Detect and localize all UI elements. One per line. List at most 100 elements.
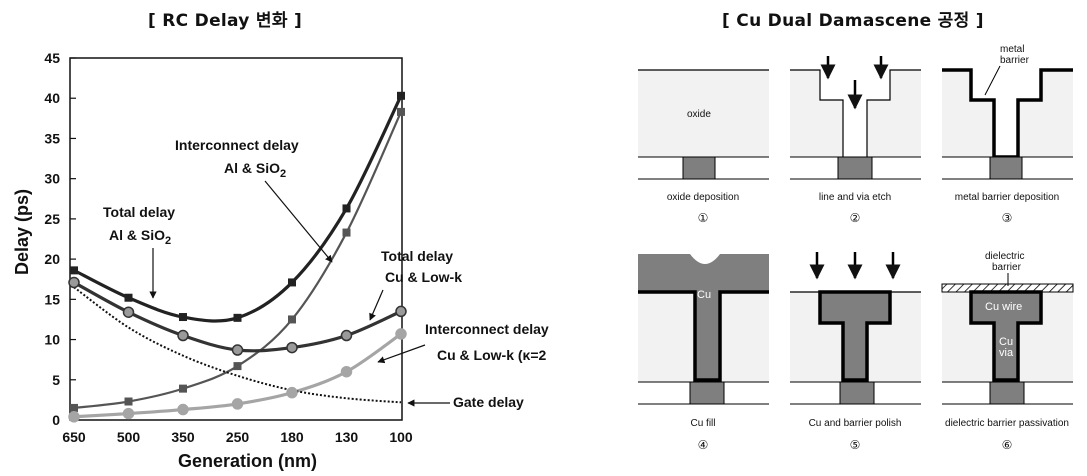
step-number: ①	[698, 211, 709, 225]
annotation-arrow-interconnect-al	[264, 180, 333, 263]
step-caption: metal barrier deposition	[955, 192, 1060, 203]
annotation-total-al-1: Total delay	[103, 204, 175, 220]
x-tick-label: 250	[226, 429, 250, 445]
data-point-int_al	[288, 315, 296, 324]
data-point-int_cu	[286, 386, 298, 399]
y-tick-label: 0	[52, 412, 60, 428]
data-point-total_al	[342, 204, 351, 213]
data-point-total_al	[288, 278, 296, 287]
data-point-total_cu	[68, 276, 80, 289]
data-point-total_cu	[122, 306, 135, 318]
panel-oxide-deposition: oxide	[638, 69, 769, 180]
x-tick-label: 500	[117, 429, 141, 445]
annotation-gate: Gate delay	[453, 394, 524, 410]
step-number: ⑥	[1002, 438, 1013, 452]
y-tick-label: 45	[44, 50, 60, 66]
annotation-interconnect-cu-2: Cu & Low-k (κ=2	[437, 347, 547, 363]
data-point-total_al	[397, 91, 405, 100]
x-tick-label: 180	[280, 429, 304, 445]
x-tick-label: 650	[62, 429, 86, 445]
bottom-contact	[839, 381, 875, 405]
metal-barrier-label-1: metal	[1000, 44, 1024, 55]
step-caption: dielectric barrier passivation	[945, 418, 1069, 429]
data-point-int_cu	[395, 328, 407, 340]
dielectric-barrier-label-1: dielectric	[985, 251, 1024, 262]
data-point-int_cu	[340, 365, 353, 378]
panel-metal-barrier: metal barrier	[942, 44, 1073, 180]
step-caption: Cu and barrier polish	[809, 418, 902, 429]
x-tick-label: 130	[335, 429, 359, 445]
step-caption: Cu fill	[690, 418, 715, 429]
etched-oxide	[790, 70, 921, 157]
polished-copper	[818, 290, 892, 382]
x-axis-label: Generation (nm)	[178, 451, 317, 471]
step-caption: line and via etch	[819, 192, 891, 203]
data-point-int_al	[179, 384, 187, 393]
dielectric-barrier-label-2: barrier	[992, 262, 1022, 273]
step-number: ②	[850, 211, 861, 225]
annotation-interconnect-al-1: Interconnect delay	[175, 137, 299, 153]
annotation-total-cu-2: Cu & Low-k	[385, 269, 462, 285]
data-point-total_al	[179, 313, 187, 322]
data-point-total_cu	[231, 344, 244, 356]
data-point-total_cu	[395, 305, 407, 318]
data-point-int_cu	[231, 398, 244, 410]
annotation-interconnect-al-2: Al & SiO2	[224, 160, 286, 180]
data-point-int_cu	[177, 403, 189, 416]
x-tick-label: 100	[389, 429, 413, 445]
bottom-contact	[837, 156, 873, 180]
cu-via-label-1: Cu	[999, 336, 1013, 348]
oxide-label: oxide	[687, 109, 711, 120]
y-tick-label: 40	[44, 90, 60, 106]
annotation-total-cu-1: Total delay	[381, 248, 453, 264]
x-tick-label: 350	[171, 429, 195, 445]
data-point-total_al	[70, 266, 78, 275]
chart-title: [ RC Delay 변화 ]	[148, 11, 303, 31]
data-point-total_al	[233, 313, 242, 322]
step-number: ④	[698, 438, 709, 452]
data-point-total_cu	[340, 329, 353, 342]
y-tick-label: 10	[44, 332, 60, 348]
step-number: ③	[1002, 211, 1013, 225]
panel-cu-fill: Cu	[638, 254, 769, 405]
y-tick-label: 30	[44, 171, 60, 187]
data-point-int_al	[124, 397, 133, 406]
data-point-total_cu	[286, 341, 298, 354]
bottom-contact	[989, 381, 1025, 405]
panel-cu-polish	[790, 252, 921, 405]
data-point-int_al	[342, 228, 351, 237]
y-axis-label: Delay (ps)	[12, 189, 32, 275]
annotation-total-al-2: Al & SiO2	[109, 227, 171, 247]
bottom-contact	[989, 156, 1023, 180]
damascene-process: oxide metal barrier	[638, 44, 1074, 452]
step-caption: oxide deposition	[667, 192, 739, 203]
annotation-arrow-total-cu	[369, 289, 384, 321]
y-tick-label: 35	[44, 130, 60, 146]
y-tick-label: 15	[44, 291, 60, 307]
data-point-int_al	[70, 403, 78, 412]
y-tick-label: 25	[44, 211, 60, 227]
panel-line-via-etch	[790, 56, 921, 180]
annotation-arrow-interconnect-cu	[377, 344, 426, 364]
oxide-layer	[638, 70, 769, 157]
plot-frame	[69, 57, 403, 421]
step-number: ⑤	[850, 438, 861, 452]
data-point-int_al	[233, 362, 242, 371]
y-tick-label: 5	[52, 372, 60, 388]
bottom-contact	[682, 156, 716, 180]
cu-via-label-2: via	[999, 347, 1014, 359]
cu-label: Cu	[697, 289, 711, 301]
annotation-interconnect-cu-1: Interconnect delay	[425, 321, 549, 337]
data-point-total_cu	[177, 329, 189, 342]
copper-fill	[638, 254, 769, 380]
data-point-total_al	[124, 293, 133, 302]
rc-delay-chart: 0 5 10 15 20 25 30 35 40 45 650 500 350 250 180 130 100…	[12, 50, 549, 471]
metal-barrier-pointer	[984, 65, 1001, 96]
bottom-contact	[689, 381, 725, 405]
cu-wire-label: Cu wire	[985, 301, 1022, 313]
process-title: [ Cu Dual Damascene 공정 ]	[722, 11, 984, 31]
y-tick-label: 20	[44, 251, 60, 267]
panel-dielectric-barrier: dielectric barrier Cu wire Cu via	[941, 251, 1074, 405]
data-point-int_al	[397, 107, 405, 116]
